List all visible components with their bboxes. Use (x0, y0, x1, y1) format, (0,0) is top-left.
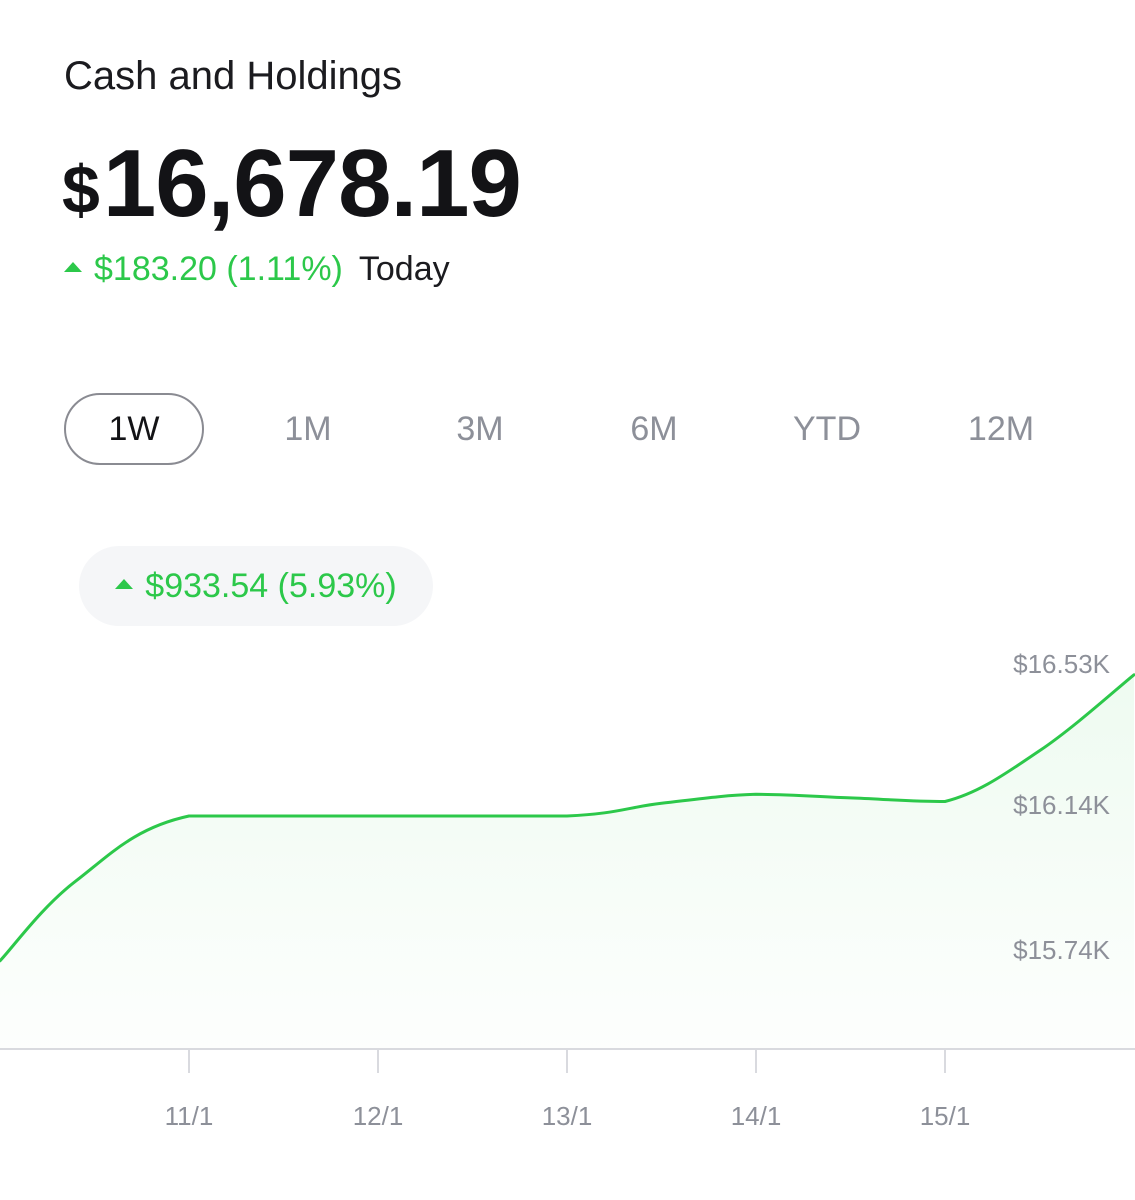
period-change-badge: $933.54 (5.93%) (79, 546, 433, 626)
currency-symbol: $ (62, 152, 100, 228)
chart-area-fill (0, 674, 1134, 1049)
chart-series-line (0, 673, 1135, 963)
today-change-value: $183.20 (1.11%) (94, 249, 343, 288)
range-tab-12m[interactable]: 12M (967, 409, 1035, 448)
page-title: Cash and Holdings (64, 54, 402, 98)
today-change: $183.20 (1.11%) Today (64, 246, 450, 292)
x-tick-label: 11/1 (165, 1101, 214, 1131)
up-arrow-icon (115, 579, 134, 589)
period-change-value: $933.54 (5.93%) (145, 566, 397, 605)
chart-x-ticks: 11/1 12/1 13/1 14/1 15/1 (165, 1049, 971, 1131)
portfolio-chart[interactable]: 11/1 12/1 13/1 14/1 15/1 $16.53K $16.14K $15.7… (0, 630, 1135, 1160)
balance-value: 16,678.19 (102, 130, 522, 237)
x-tick-label: 13/1 (542, 1101, 593, 1131)
time-range-selector: 1W 1M 3M 6M YTD 12M (64, 393, 1074, 465)
range-tab-1m[interactable]: 1M (284, 409, 332, 448)
y-tick-label: $16.53K (1013, 649, 1111, 679)
range-tab-1w[interactable]: 1W (64, 393, 204, 465)
range-tab-ytd[interactable]: YTD (793, 409, 861, 448)
y-tick-label: $16.14K (1013, 790, 1111, 820)
today-change-label: Today (358, 249, 450, 288)
chart-y-ticks: $16.53K $16.14K $15.74K (1013, 649, 1111, 965)
range-tab-6m[interactable]: 6M (630, 409, 678, 448)
x-tick-label: 15/1 (920, 1101, 971, 1131)
x-tick-label: 14/1 (731, 1101, 782, 1131)
up-arrow-icon (64, 262, 82, 272)
x-tick-label: 12/1 (353, 1101, 404, 1131)
range-tab-3m[interactable]: 3M (456, 409, 504, 448)
balance-amount: $ 16,678.19 (62, 124, 522, 237)
y-tick-label: $15.74K (1013, 935, 1111, 965)
